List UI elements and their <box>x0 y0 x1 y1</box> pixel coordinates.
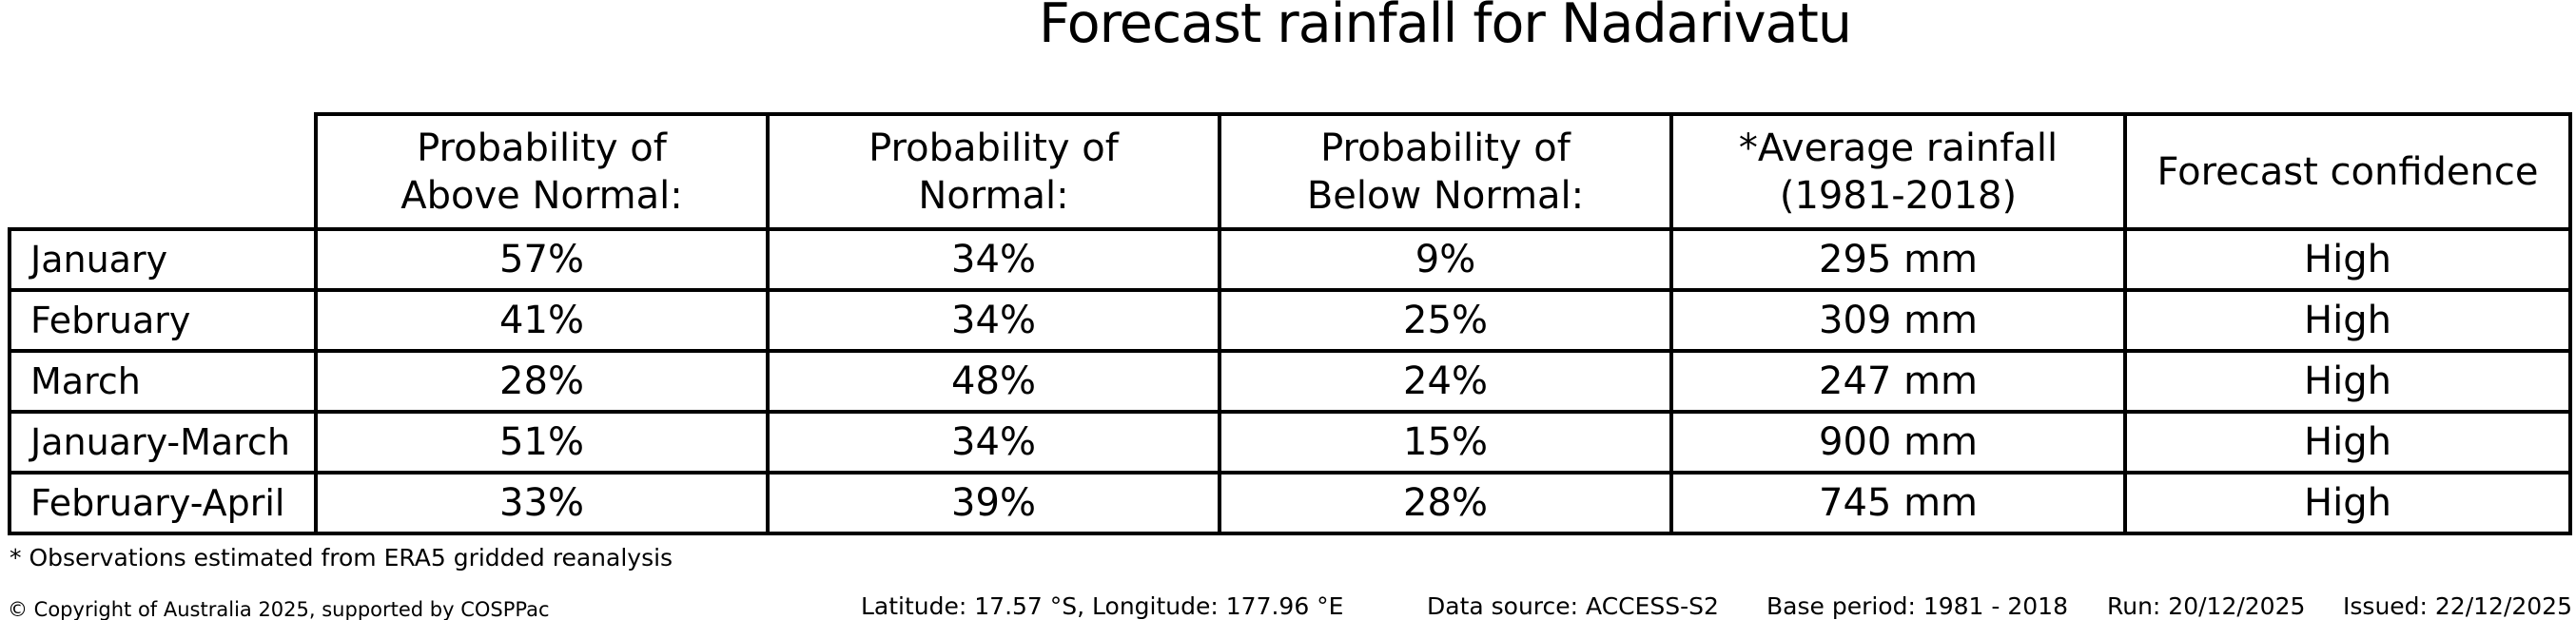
table-row: February-April 33% 39% 28% 745 mm High <box>8 471 2572 535</box>
row-label: January-March <box>8 410 318 475</box>
cell-confidence: High <box>2123 227 2572 292</box>
row-label: February <box>8 288 318 353</box>
cell-confidence: High <box>2123 349 2572 414</box>
forecast-table: Probability of Above Normal: Probability… <box>8 112 2572 535</box>
cell-normal: 34% <box>766 410 1221 475</box>
corner-cell <box>10 114 316 229</box>
cell-average-rainfall: 295 mm <box>1669 227 2127 292</box>
cell-normal: 48% <box>766 349 1221 414</box>
table-row: February 41% 34% 25% 309 mm High <box>8 288 2572 353</box>
row-label: March <box>8 349 318 414</box>
col-header-line: Probability of <box>1320 126 1571 170</box>
cell-below-normal: 9% <box>1218 227 1673 292</box>
cell-below-normal: 15% <box>1218 410 1673 475</box>
col-header-average-rainfall: *Average rainfall (1981-2018) <box>1669 112 2127 231</box>
cell-normal: 34% <box>766 227 1221 292</box>
row-label: February-April <box>8 471 318 535</box>
cell-below-normal: 24% <box>1218 349 1673 414</box>
col-header-line: Below Normal: <box>1306 173 1585 218</box>
cell-confidence: High <box>2123 471 2572 535</box>
cell-average-rainfall: 900 mm <box>1669 410 2127 475</box>
cell-average-rainfall: 309 mm <box>1669 288 2127 353</box>
col-header-line: Normal: <box>918 173 1069 218</box>
page-title: Forecast rainfall for Nadarivatu <box>1038 0 1852 55</box>
cell-above-normal: 51% <box>314 410 770 475</box>
cell-confidence: High <box>2123 410 2572 475</box>
cell-below-normal: 25% <box>1218 288 1673 353</box>
col-header-line: Forecast confidence <box>2156 149 2539 194</box>
col-header-normal: Probability of Normal: <box>766 112 1221 231</box>
footer-location: Latitude: 17.57 °S, Longitude: 177.96 °E <box>861 592 1344 620</box>
cell-average-rainfall: 247 mm <box>1669 349 2127 414</box>
table-row: January 57% 34% 9% 295 mm High <box>8 227 2572 292</box>
col-header-line: *Average rainfall <box>1738 126 2059 170</box>
cell-below-normal: 28% <box>1218 471 1673 535</box>
table-row: January-March 51% 34% 15% 900 mm High <box>8 410 2572 475</box>
cell-confidence: High <box>2123 288 2572 353</box>
cell-above-normal: 41% <box>314 288 770 353</box>
copyright-notice: © Copyright of Australia 2025, supported… <box>8 598 550 620</box>
cell-normal: 39% <box>766 471 1221 535</box>
cell-above-normal: 57% <box>314 227 770 292</box>
cell-above-normal: 33% <box>314 471 770 535</box>
col-header-below-normal: Probability of Below Normal: <box>1218 112 1673 231</box>
col-header-above-normal: Probability of Above Normal: <box>314 112 770 231</box>
col-header-forecast-confidence: Forecast confidence <box>2123 112 2572 231</box>
col-header-line: Probability of <box>417 126 667 170</box>
header-row: Probability of Above Normal: Probability… <box>10 112 2572 231</box>
cell-above-normal: 28% <box>314 349 770 414</box>
footer-run-date: Run: 20/12/2025 <box>2107 592 2306 620</box>
cell-normal: 34% <box>766 288 1221 353</box>
col-header-line: (1981-2018) <box>1779 173 2018 218</box>
footer-base-period: Base period: 1981 - 2018 <box>1766 592 2068 620</box>
col-header-line: Probability of <box>868 126 1119 170</box>
table-row: March 28% 48% 24% 247 mm High <box>8 349 2572 414</box>
footer-issued-date: Issued: 22/12/2025 <box>2343 592 2572 620</box>
footer-data-source: Data source: ACCESS-S2 <box>1427 592 1719 620</box>
cell-average-rainfall: 745 mm <box>1669 471 2127 535</box>
footnote: * Observations estimated from ERA5 gridd… <box>10 544 673 572</box>
row-label: January <box>8 227 318 292</box>
col-header-line: Above Normal: <box>400 173 683 218</box>
